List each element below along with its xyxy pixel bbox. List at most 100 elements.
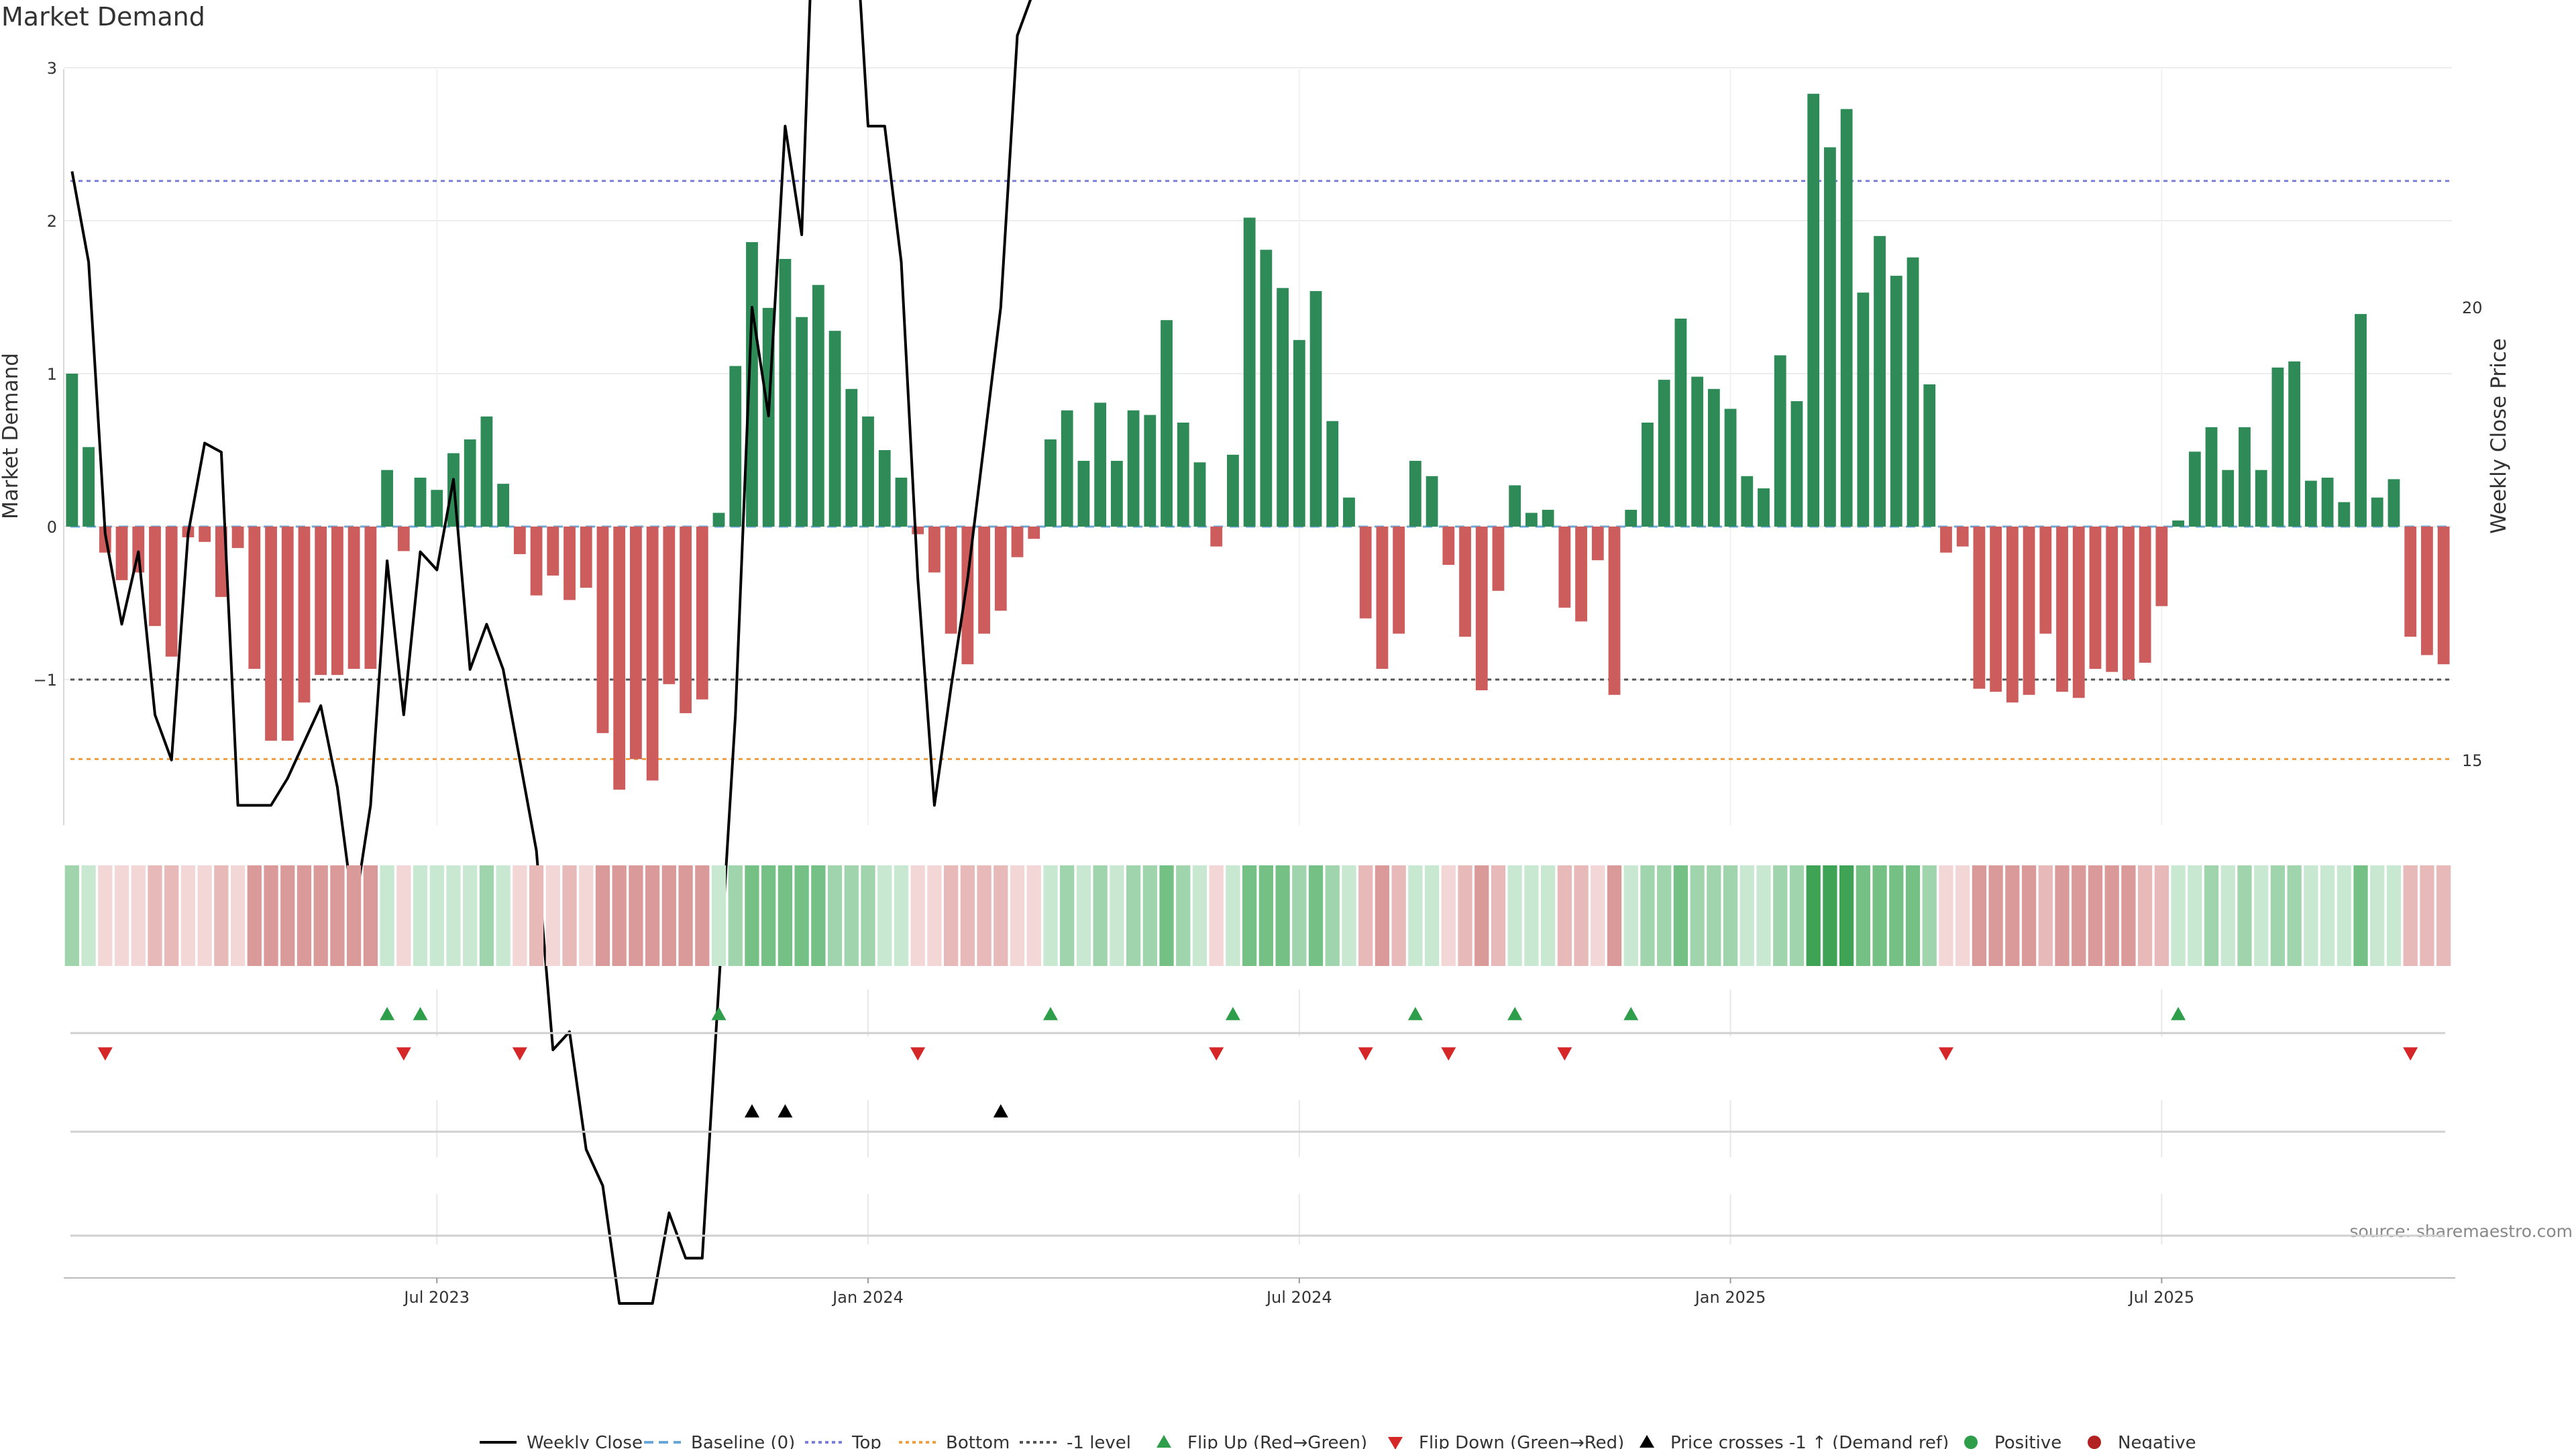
demand-bar bbox=[1309, 290, 1322, 527]
flip-up-marker bbox=[1623, 1007, 1639, 1020]
heat-cell bbox=[1756, 865, 1771, 966]
heat-cell bbox=[1623, 865, 1638, 966]
legend-positive-swatch bbox=[1964, 1436, 1978, 1449]
heat-cell bbox=[1889, 865, 1904, 966]
demand-bar bbox=[331, 527, 343, 676]
demand-bar bbox=[1277, 288, 1289, 527]
flip-up-marker bbox=[711, 1007, 727, 1020]
demand-bar bbox=[1061, 410, 1073, 527]
demand-bar bbox=[315, 527, 327, 676]
heat-cell bbox=[927, 865, 942, 966]
demand-bar bbox=[530, 527, 543, 596]
demand-bar bbox=[1741, 476, 1754, 527]
heat-cell bbox=[2287, 865, 2302, 966]
heat-cell bbox=[313, 865, 328, 966]
heat-cell bbox=[728, 865, 743, 966]
heat-cell bbox=[2304, 865, 2318, 966]
legend-label: Flip Down (Green→Red) bbox=[1419, 1433, 1624, 1449]
demand-bar bbox=[1591, 527, 1604, 561]
heat-cell bbox=[1739, 865, 1754, 966]
flip-up-marker bbox=[1042, 1007, 1058, 1020]
demand-bar bbox=[2404, 527, 2417, 637]
heat-cell bbox=[1491, 865, 1506, 966]
demand-bar bbox=[613, 527, 626, 790]
price-cross-marker bbox=[744, 1104, 759, 1118]
demand-bar bbox=[497, 484, 510, 527]
demand-bar bbox=[381, 470, 393, 527]
heat-cell bbox=[1226, 865, 1240, 966]
heat-cell bbox=[695, 865, 710, 966]
demand-bar bbox=[1707, 388, 1720, 527]
demand-bar bbox=[1674, 318, 1687, 527]
demand-bar bbox=[265, 527, 277, 741]
heat-cell bbox=[1905, 865, 1921, 966]
legend: Weekly Close Baseline (0) Top Bottom -1 leve… bbox=[480, 1433, 2196, 1449]
demand-bar bbox=[1790, 401, 1803, 527]
demand-bar bbox=[2188, 451, 2201, 527]
reference-lines bbox=[70, 180, 2452, 761]
heat-cell bbox=[1939, 865, 1953, 966]
heat-cell bbox=[2403, 865, 2418, 966]
source-note: source: sharemaestro.com bbox=[2350, 1222, 2573, 1241]
demand-bar bbox=[464, 439, 476, 527]
demand-bar bbox=[2139, 527, 2151, 663]
heat-cell bbox=[1325, 865, 1340, 966]
heat-cell bbox=[629, 865, 643, 966]
heat-cell bbox=[910, 865, 925, 966]
demand-bar bbox=[1774, 355, 1786, 527]
heat-cell bbox=[2370, 865, 2385, 966]
heat-cell bbox=[1458, 865, 1472, 966]
heat-cell bbox=[247, 865, 262, 966]
demand-bar bbox=[397, 527, 410, 551]
heat-cell bbox=[2088, 865, 2103, 966]
flip-up-marker bbox=[2171, 1007, 2186, 1020]
flip-down-marker bbox=[2403, 1047, 2418, 1061]
demand-bar bbox=[2222, 470, 2235, 527]
heat-cell bbox=[1574, 865, 1589, 966]
left-tick-label: 1 bbox=[47, 365, 57, 384]
demand-bar bbox=[298, 527, 311, 703]
heat-cell bbox=[131, 865, 146, 966]
heat-cell bbox=[1060, 865, 1075, 966]
heat-cell bbox=[1209, 865, 1224, 966]
demand-bar bbox=[1956, 527, 1969, 547]
demand-bar bbox=[2421, 527, 2433, 655]
heat-cell bbox=[347, 865, 362, 966]
demand-bar bbox=[1376, 527, 1389, 669]
heat-cell bbox=[1806, 865, 1821, 966]
heat-cell bbox=[1010, 865, 1025, 966]
left-tick-label: −1 bbox=[34, 671, 57, 690]
demand-bar bbox=[431, 490, 443, 527]
demand-bar bbox=[2006, 527, 2019, 703]
demand-bar bbox=[1426, 476, 1438, 527]
legend-label: Weekly Close bbox=[527, 1433, 643, 1449]
demand-bar bbox=[1326, 421, 1339, 527]
heat-cell bbox=[1773, 865, 1788, 966]
chart-title: Market Demand bbox=[1, 2, 205, 32]
heat-cell bbox=[2204, 865, 2219, 966]
demand-bar bbox=[1110, 460, 1123, 527]
flip-up-marker bbox=[413, 1007, 428, 1020]
heat-cell bbox=[1408, 865, 1423, 966]
demand-bar bbox=[1177, 422, 1189, 527]
heat-cell bbox=[1043, 865, 1058, 966]
heat-cell bbox=[1591, 865, 1605, 966]
demand-bar bbox=[1907, 257, 1919, 527]
demand-bar bbox=[712, 513, 725, 527]
legend-flip-down-swatch bbox=[1388, 1437, 1403, 1449]
flip-up-marker bbox=[1407, 1007, 1423, 1020]
demand-bar bbox=[680, 527, 692, 714]
demand-bar bbox=[347, 527, 360, 669]
bars-layer bbox=[66, 93, 2450, 790]
heat-cell bbox=[1076, 865, 1091, 966]
heat-cell bbox=[297, 865, 312, 966]
demand-bar bbox=[165, 527, 178, 657]
heat-cell bbox=[977, 865, 991, 966]
heat-cell bbox=[944, 865, 959, 966]
flip-down-marker bbox=[1938, 1047, 1953, 1061]
demand-bar bbox=[1658, 380, 1670, 527]
demand-bar bbox=[1575, 527, 1587, 622]
demand-bar bbox=[1044, 439, 1057, 527]
heat-cell bbox=[2220, 865, 2235, 966]
legend-label: Top bbox=[851, 1433, 881, 1449]
